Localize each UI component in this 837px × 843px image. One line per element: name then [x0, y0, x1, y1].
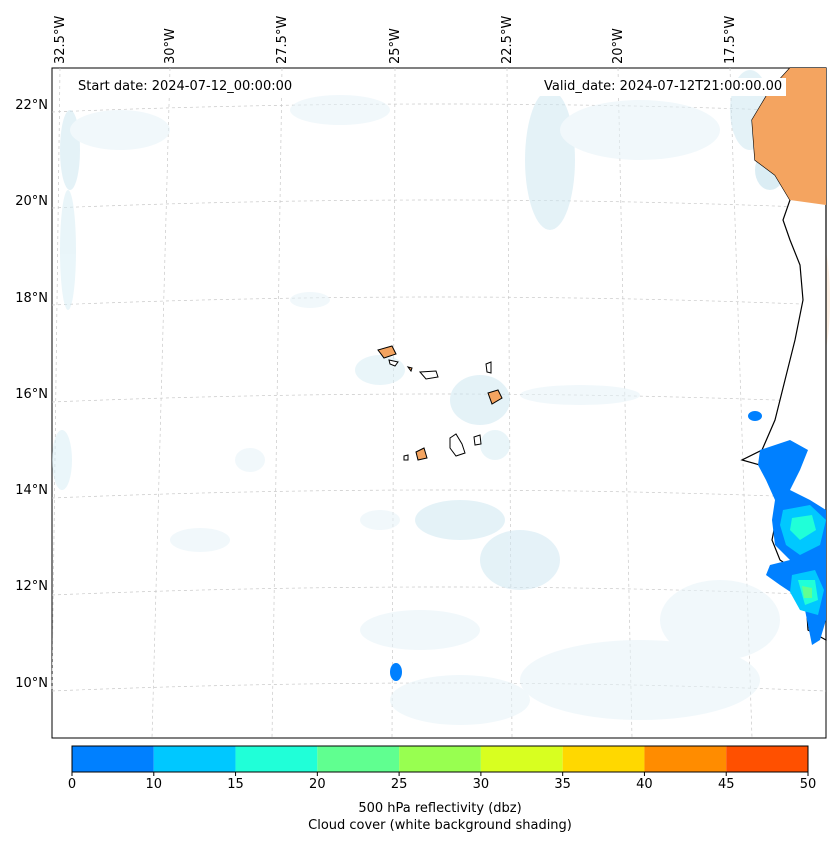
- colorbar-segment: [562, 746, 645, 772]
- parallel-10n: [51, 682, 827, 692]
- meridian-30w: [151, 67, 171, 739]
- sal-island: [485, 361, 492, 374]
- colorbar-segment: [317, 746, 400, 772]
- meridian-20w: [617, 67, 633, 739]
- colorbar-segment: [235, 746, 318, 772]
- colorbar-tick-label: 15: [227, 777, 244, 792]
- lon-label-20w: 20°W: [611, 28, 626, 64]
- parallel-22n: [51, 103, 827, 113]
- lon-label-17-5w: 17.5°W: [723, 15, 738, 64]
- lat-label-12n: 12°N: [15, 579, 48, 594]
- sao-vicente-island: [388, 359, 399, 367]
- colorbar-caption-reflectivity: 500 hPa reflectivity (dbz): [358, 801, 522, 816]
- lon-label-22-5w: 22.5°W: [500, 15, 515, 64]
- lat-label-10n: 10°N: [15, 676, 48, 691]
- maio-island: [473, 434, 482, 446]
- colorbar-segment: [726, 746, 808, 772]
- parallel-18n: [51, 296, 827, 306]
- lon-label-25w: 25°W: [388, 28, 403, 64]
- colorbar-segment: [644, 746, 727, 772]
- colorbar-segment: [153, 746, 236, 772]
- lat-label-20n: 20°N: [15, 194, 48, 209]
- valid-date-label: Valid_date: 2024-07-12T21:00:00.00: [540, 78, 787, 96]
- colorbar-segment: [72, 746, 154, 772]
- colorbar-tick-label: 10: [145, 777, 163, 792]
- reflectivity-contours: [390, 411, 826, 681]
- colorbar-tick-label: 35: [554, 777, 571, 792]
- parallel-16n: [51, 393, 827, 403]
- colorbar-tick-label: 40: [636, 777, 653, 792]
- sao-nicolau-island: [418, 370, 439, 380]
- santo-antao-island: [377, 345, 397, 359]
- lon-label-30w: 30°W: [163, 28, 178, 64]
- lat-label-16n: 16°N: [15, 387, 48, 402]
- lon-label-32-5w: 32.5°W: [53, 15, 68, 64]
- cape-verde-islands: [377, 345, 503, 461]
- colorbar-tick-label: 25: [390, 777, 408, 792]
- colorbar-caption-cloud-cover: Cloud cover (white background shading): [308, 818, 572, 833]
- lon-label-27-5w: 27.5°W: [275, 15, 290, 64]
- colorbar-tick-label: 50: [799, 777, 817, 792]
- lat-label-18n: 18°N: [15, 291, 48, 306]
- meridian-27-5w: [271, 67, 283, 739]
- lat-label-22n: 22°N: [15, 98, 48, 113]
- parallel-12n: [51, 586, 827, 596]
- colorbar-tick-label: 45: [717, 777, 735, 792]
- colorbar-border: [71, 745, 809, 773]
- colorbar-segment: [399, 746, 481, 772]
- colorbar-segment: [480, 746, 563, 772]
- colorbar-tick-label: 30: [472, 777, 490, 792]
- parallel-20n: [51, 199, 827, 209]
- meridian-32-5w: [51, 67, 61, 691]
- santa-luzia-island: [406, 366, 413, 373]
- boa-vista-island: [487, 389, 503, 405]
- lat-label-14n: 14°N: [15, 483, 48, 498]
- start-date-label: Start date: 2024-07-12_00:00:00: [74, 78, 297, 96]
- santiago-island: [449, 433, 466, 457]
- colorbar: [71, 745, 809, 776]
- meridian-22-5w: [506, 67, 513, 739]
- colorbar-tick-label: 0: [67, 777, 77, 792]
- colorbar-tick-label: 20: [309, 777, 326, 792]
- brava-island: [403, 454, 409, 461]
- western-sahara-land: [752, 68, 826, 205]
- parallel-gridlines: [51, 103, 827, 692]
- fogo-island: [415, 447, 428, 461]
- parallel-14n: [51, 489, 827, 499]
